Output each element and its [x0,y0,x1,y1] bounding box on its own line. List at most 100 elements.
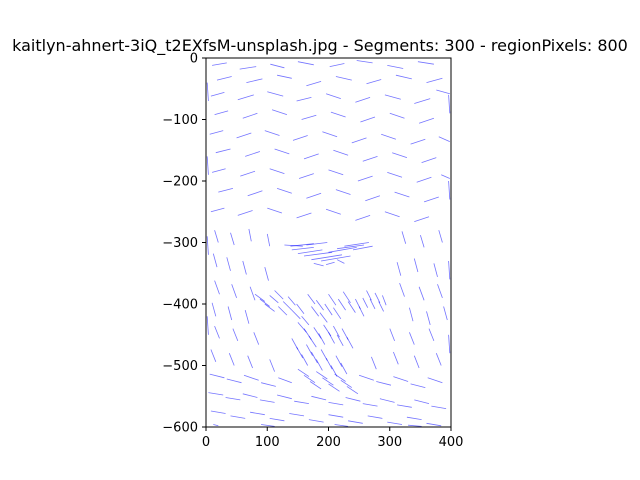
segment-line [292,135,308,141]
segment-line [259,399,275,403]
segment-line [448,94,451,114]
segment-line [345,397,361,402]
segment-line [269,168,285,174]
segment-line [435,353,442,366]
segment-line [379,398,395,403]
segment-line [306,192,322,199]
segment-line [213,424,219,427]
segment-line [448,334,451,354]
segment-line [209,130,224,135]
segment-line [397,404,412,408]
segment-line [362,403,378,407]
segment-line [374,292,381,303]
segment-line [242,393,258,398]
segment-line [269,359,275,372]
axes-frame [206,58,451,427]
segment-line [414,216,430,222]
segment-line [334,424,349,427]
segment-line [392,152,408,158]
segment-line [278,306,288,316]
segment-line [366,79,382,85]
segment-line [389,328,395,342]
segment-line [443,306,448,321]
segment-line [406,416,422,420]
segment-line [245,151,261,157]
segment-line [420,234,425,248]
segment-line [355,215,371,221]
segment-line [329,63,345,67]
segment-line [393,351,399,365]
segment-line [231,284,237,299]
segment-line [210,410,226,414]
x-axis: 0 100 200 300 400 [202,427,464,450]
segment-line [214,280,220,295]
segment-line [438,136,450,142]
segment-line [208,392,224,396]
segment-line [267,91,284,97]
y-tick-label: −500 [162,359,198,374]
segment-line [427,377,443,384]
segment-line [247,355,253,369]
segment-line [346,337,354,349]
segment-line [334,373,346,382]
segment-line [438,230,443,243]
segment-line [418,286,425,301]
segment-line [356,60,373,64]
segment-line [214,230,219,243]
segment-line [294,400,309,404]
x-tick-label: 200 [316,435,341,450]
segment-line [237,94,254,101]
segment-line [325,357,333,370]
segment-line [301,316,310,326]
segment-line [290,243,314,247]
segment-line [250,411,265,416]
segment-line [333,325,340,338]
segment-line [448,180,451,200]
segment-line [441,174,450,179]
segment-line [278,377,292,384]
x-tick-label: 400 [439,435,464,450]
segment-line [246,78,263,83]
segment-line [325,93,341,99]
segment-line [311,254,343,261]
segment-line [242,260,247,275]
segment-line [287,296,296,306]
segment-line [413,258,419,273]
segment-line [289,413,305,417]
plot-area [205,57,452,428]
segment-line [311,306,320,317]
segment-line [303,374,316,384]
segment-line [344,242,369,247]
segment-line [296,346,304,359]
segment-line [330,111,346,118]
segment-line [369,298,376,310]
segment-line [367,415,383,419]
segment-line [340,379,353,388]
segment-line [346,386,359,395]
segment-line [328,247,357,253]
segment-line [308,419,324,423]
segment-line [387,421,403,425]
segment-line [232,328,239,342]
segment-line [389,112,405,119]
segment-line [306,344,313,356]
segment-line [414,399,430,404]
segment-line [335,76,352,81]
x-tick-label: 300 [377,435,402,450]
segment-line [313,263,324,267]
segment-line [211,168,226,173]
segment-line [209,373,225,379]
segment-line [261,424,275,427]
segment-line [226,378,242,384]
segment-line [357,175,373,182]
segment-line [399,282,405,297]
segment-line [303,251,333,257]
segment-line [274,148,290,155]
segment-line [355,298,361,310]
segment-line [214,325,220,339]
segment-line [321,255,351,262]
y-tick-label: −400 [162,298,198,313]
segment-line [301,354,309,366]
segment-line [277,74,292,79]
segment-line [315,359,323,371]
